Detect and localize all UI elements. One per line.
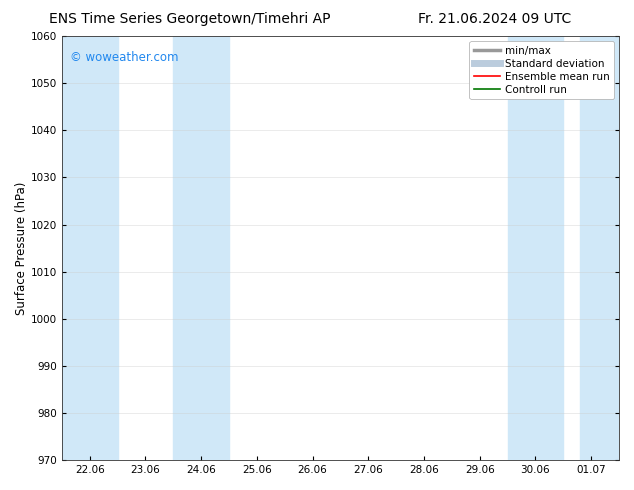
Bar (62, 36, 117, 460)
Bar (580, 36, 619, 460)
Bar (173, 36, 229, 460)
Text: Fr. 21.06.2024 09 UTC: Fr. 21.06.2024 09 UTC (418, 12, 571, 26)
Bar (508, 36, 563, 460)
Text: ENS Time Series Georgetown/Timehri AP: ENS Time Series Georgetown/Timehri AP (49, 12, 331, 26)
Y-axis label: Surface Pressure (hPa): Surface Pressure (hPa) (15, 181, 28, 315)
Text: © woweather.com: © woweather.com (70, 51, 179, 64)
Legend: min/max, Standard deviation, Ensemble mean run, Controll run: min/max, Standard deviation, Ensemble me… (469, 41, 614, 99)
